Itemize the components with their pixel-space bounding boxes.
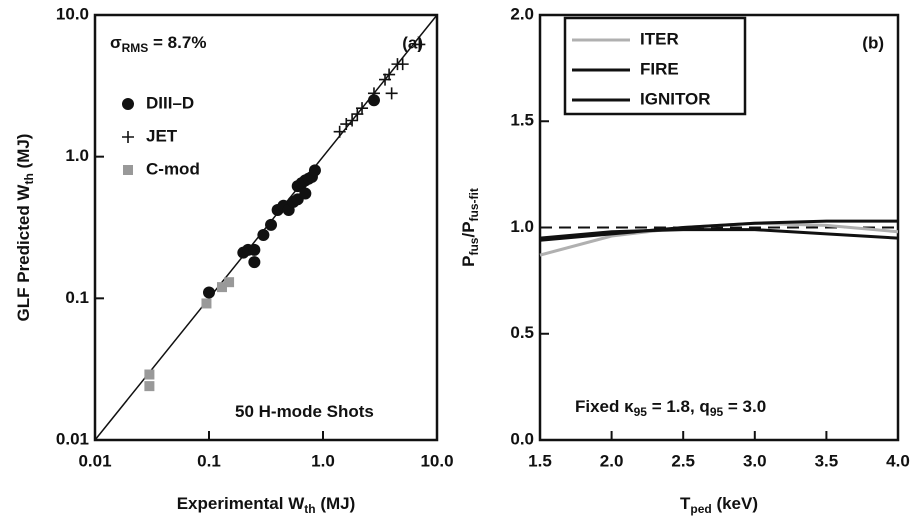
annotation-part: 95: [710, 405, 724, 419]
x-tick-label: 2.0: [600, 451, 624, 470]
annotation-part: RMS: [122, 41, 149, 55]
point: [385, 87, 398, 100]
y-tick-label: 0.1: [65, 288, 89, 307]
y-tick-label: 1.0: [510, 217, 534, 236]
annotation-part: 50 H-mode Shots: [235, 402, 374, 421]
x-axis-label-part: th: [304, 502, 315, 516]
x-tick-label: 1.0: [311, 451, 335, 470]
x-tick-label: 2.5: [671, 451, 695, 470]
point: [308, 164, 321, 177]
point: [248, 256, 261, 269]
annotation-part: Fixed κ: [575, 397, 634, 416]
point: [396, 58, 409, 71]
x-axis-label-part: Experimental W: [177, 494, 305, 513]
legend-label: IGNITOR: [640, 89, 711, 108]
annotation-part: 95: [634, 405, 648, 419]
x-axis-label: Experimental Wth (MJ): [177, 494, 356, 516]
annotation: σRMS = 8.7%: [110, 33, 206, 55]
legend-label: JET: [146, 126, 178, 145]
panel-label: (b): [862, 33, 884, 52]
x-axis-label: Tped (keV): [680, 494, 758, 516]
x-tick-label: 0.01: [78, 451, 111, 470]
x-axis-label-part: (MJ): [316, 494, 356, 513]
x-axis-label-part: ped: [690, 502, 711, 516]
y-axis-label: GLF Predicted Wth (MJ): [14, 134, 36, 322]
series-line: [539, 228, 899, 240]
point: [383, 68, 396, 81]
point: [299, 187, 312, 200]
legend-label: C-mod: [146, 159, 200, 178]
y-tick-label: 0.0: [510, 429, 534, 448]
annotation: Fixed κ95 = 1.8, q95 = 3.0: [575, 397, 766, 419]
point: [216, 282, 227, 293]
x-axis-label-part: (keV): [712, 494, 758, 513]
annotation: 50 H-mode Shots: [235, 402, 374, 421]
y-tick-label: 2.0: [510, 4, 534, 23]
y-axis-label-part: P: [459, 256, 478, 267]
x-tick-label: 3.0: [743, 451, 767, 470]
annotation-part: σ: [110, 33, 122, 52]
point: [144, 381, 155, 392]
x-tick-label: 3.5: [815, 451, 839, 470]
y-tick-label: 10.0: [56, 4, 89, 23]
point: [367, 94, 380, 107]
point: [248, 243, 261, 256]
legend-label: ITER: [640, 29, 679, 48]
point: [201, 298, 212, 309]
y-axis-label-part: fus: [467, 237, 481, 255]
x-tick-label: 4.0: [886, 451, 910, 470]
legend-box: [563, 16, 747, 116]
legend-marker: [123, 165, 133, 175]
plot-frame: [93, 13, 439, 442]
point: [224, 277, 235, 288]
annotation-part: = 1.8, q: [647, 397, 710, 416]
point: [413, 38, 426, 51]
y-tick-label: 0.5: [510, 323, 534, 342]
x-tick-label: 1.5: [528, 451, 552, 470]
legend-marker: [122, 98, 134, 110]
y-tick-label: 1.5: [510, 111, 534, 130]
series-line: [539, 219, 898, 242]
point: [346, 114, 359, 127]
y-axis-label-part: th: [22, 173, 36, 184]
point: [356, 102, 369, 115]
y-axis-label-part: fus-fit: [467, 188, 481, 221]
y-tick-label: 0.01: [56, 429, 89, 448]
y-axis-label: Pfus/Pfus-fit: [459, 188, 481, 267]
annotation-part: = 3.0: [723, 397, 766, 416]
point: [265, 218, 278, 231]
legend-marker: [122, 131, 134, 143]
point: [333, 125, 346, 138]
y-axis-label-part: (MJ): [14, 134, 33, 174]
legend-label: FIRE: [640, 59, 679, 78]
point: [367, 87, 380, 100]
annotation-part: = 8.7%: [148, 33, 206, 52]
x-tick-label: 0.1: [197, 451, 221, 470]
point: [144, 369, 155, 380]
x-tick-label: 10.0: [420, 451, 453, 470]
point: [257, 228, 270, 241]
y-axis-label-part: GLF Predicted W: [14, 184, 33, 322]
y-axis-label-part: /P: [459, 221, 478, 237]
point: [203, 286, 215, 299]
legend-label: DIII–D: [146, 93, 194, 112]
x-axis-label-part: T: [680, 494, 691, 513]
y-tick-label: 1.0: [65, 146, 89, 165]
